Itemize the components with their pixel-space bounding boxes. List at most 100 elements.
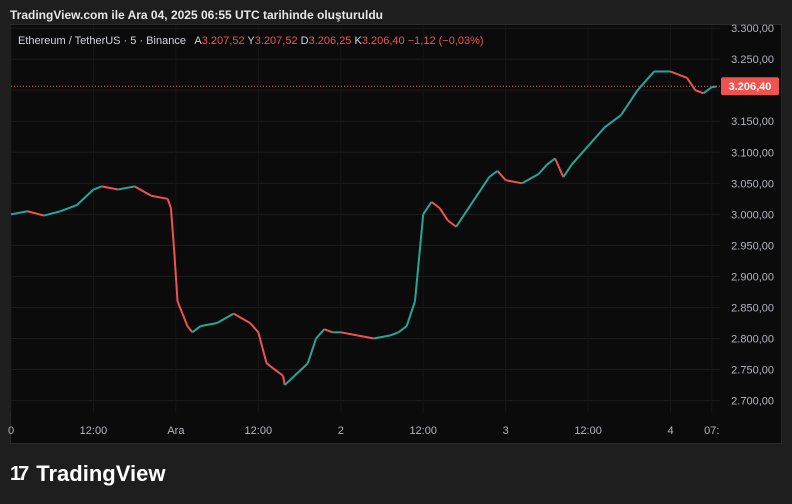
- y-tick-label: 3.100,00: [731, 147, 774, 159]
- low-label: D: [300, 35, 309, 47]
- ohlc-legend: Ethereum / TetherUS · 5 · Binance A3.207…: [18, 35, 484, 47]
- y-tick-label: 3.250,00: [731, 54, 774, 66]
- open-label: A: [194, 35, 202, 47]
- price-segment-up: [537, 164, 548, 175]
- x-tick-label: 12:00: [574, 425, 602, 437]
- price-segment-up: [620, 89, 639, 116]
- price-segment-down: [27, 210, 45, 217]
- price-segment-down: [249, 322, 260, 333]
- symbol-label: Ethereum / TetherUS · 5 · Binance: [18, 35, 186, 47]
- price-segment-up: [405, 300, 416, 327]
- price-segment-down: [166, 198, 172, 209]
- price-segment-down: [186, 325, 194, 333]
- x-tick-label: 3: [503, 425, 509, 437]
- x-tick-label: 12:00: [409, 425, 437, 437]
- x-tick-label: 12:00: [245, 425, 273, 437]
- snapshot-title: TradingView.com ile Ara 04, 2025 06:55 U…: [10, 8, 383, 22]
- last-price-tag: [721, 77, 779, 96]
- price-segment-up: [702, 86, 713, 95]
- price-segment-up: [546, 157, 556, 166]
- price-segment-up: [488, 170, 499, 178]
- price-segment-down: [357, 334, 374, 340]
- price-segment-up: [422, 201, 433, 215]
- price-segment-up: [397, 325, 408, 334]
- price-segment-up: [471, 188, 482, 203]
- close-value: 3.206,40: [361, 35, 405, 47]
- price-segment-down: [554, 158, 565, 178]
- price-segment-up: [76, 188, 95, 206]
- x-tick-label: 4: [667, 425, 673, 437]
- change-value: −1,12 (−0,03%): [407, 35, 484, 47]
- price-segment-up: [413, 214, 425, 302]
- x-tick-label: 07:: [704, 425, 719, 437]
- y-tick-label: 3.150,00: [731, 116, 774, 128]
- price-segment-down: [438, 207, 449, 222]
- price-segment-up: [200, 322, 218, 328]
- low-value: 3.206,25: [308, 35, 352, 47]
- tradingview-logo[interactable]: 17 TradingView: [10, 461, 165, 487]
- price-segment-down: [686, 77, 697, 91]
- price-segment-up: [306, 338, 317, 364]
- price-segment-up: [562, 164, 573, 178]
- price-segment-up: [587, 126, 606, 147]
- price-segment-down: [257, 332, 268, 364]
- price-segment-down: [670, 70, 680, 76]
- price-segment-up: [463, 201, 474, 215]
- price-segment-down: [181, 313, 189, 327]
- price-segment-down: [430, 201, 441, 209]
- y-tick-label: 2.950,00: [731, 240, 774, 252]
- price-segment-down: [323, 328, 333, 334]
- price-segment-down: [678, 73, 688, 79]
- x-tick-label: 2: [338, 425, 344, 437]
- price-segment-down: [176, 300, 184, 315]
- x-tick-label: 0: [8, 425, 14, 437]
- y-tick-label: 2.700,00: [731, 396, 774, 408]
- price-segment-down: [447, 219, 457, 228]
- price-segment-up: [455, 213, 466, 228]
- high-value: 3.207,52: [254, 35, 298, 47]
- price-segment-down: [505, 179, 523, 185]
- y-tick-label: 2.750,00: [731, 365, 774, 377]
- price-segment-up: [570, 145, 589, 166]
- tradingview-logo-text: TradingView: [36, 461, 166, 486]
- price-segment-up: [60, 204, 78, 213]
- price-segment-up: [10, 210, 28, 216]
- price-segment-up: [284, 375, 296, 386]
- price-segment-down: [496, 170, 507, 181]
- price-segment-up: [216, 312, 235, 324]
- price-segment-up: [521, 173, 540, 185]
- close-label: K: [354, 35, 362, 47]
- price-segment-up: [636, 70, 655, 91]
- y-tick-label: 2.800,00: [731, 334, 774, 346]
- price-segment-up: [43, 210, 61, 217]
- chart-frame: [10, 24, 782, 444]
- y-tick-label: 2.900,00: [731, 271, 774, 283]
- price-segment-up: [603, 114, 622, 129]
- x-tick-label: Ara: [167, 425, 185, 437]
- price-segment-up: [93, 185, 103, 191]
- y-tick-label: 2.850,00: [731, 302, 774, 314]
- price-segment-up: [711, 85, 717, 89]
- open-value: 3.207,52: [201, 35, 245, 47]
- price-segment-down: [694, 89, 704, 95]
- y-tick-label: 3.050,00: [731, 178, 774, 190]
- price-segment-up: [293, 362, 309, 377]
- price-segment-down: [134, 185, 152, 197]
- price-segment-up: [315, 328, 326, 340]
- price-segment-down: [169, 208, 176, 252]
- price-segment-down: [150, 194, 168, 200]
- price-segment-up: [191, 325, 202, 334]
- price-segment-up: [373, 334, 391, 340]
- high-label: Y: [247, 35, 255, 47]
- y-tick-label: 3.300,00: [731, 23, 774, 35]
- price-segment-up: [117, 185, 135, 191]
- price-segment-down: [282, 375, 286, 386]
- price-segment-down: [101, 185, 119, 191]
- y-tick-label: 3.000,00: [731, 209, 774, 221]
- price-segment-up: [389, 331, 399, 337]
- price-segment-down: [340, 331, 358, 337]
- last-price-tag-label: 3.206,40: [729, 81, 772, 93]
- price-segment-up: [480, 176, 490, 191]
- x-tick-label: 12:00: [80, 425, 108, 437]
